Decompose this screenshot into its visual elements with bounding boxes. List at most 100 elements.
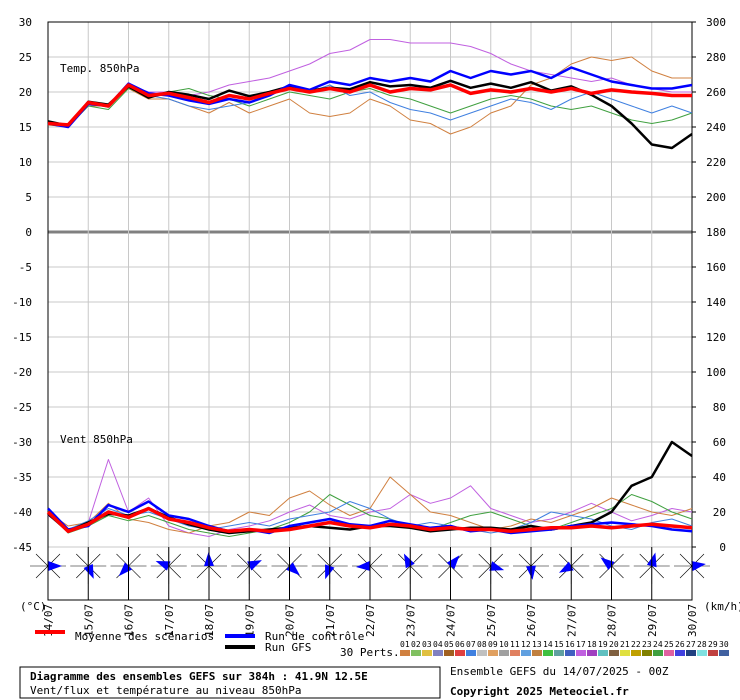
pert-swatch	[422, 650, 432, 656]
y2-tick-label: 80	[713, 401, 726, 414]
y2-tick-label: 100	[706, 366, 726, 379]
y-tick-label: -30	[12, 436, 32, 449]
pert-label: 12	[521, 640, 531, 649]
pert-label: 22	[631, 640, 641, 649]
pert-label: 04	[433, 640, 443, 649]
x-tick-label: 17/07	[163, 604, 176, 637]
temperature-line	[48, 56, 692, 135]
pert-swatch	[455, 650, 465, 656]
wind-arrow	[403, 553, 415, 569]
wind-arrow	[48, 561, 62, 571]
wind-arrow	[489, 561, 505, 571]
pert-label: 30	[719, 640, 729, 649]
x-tick-label: 14/07	[42, 604, 55, 637]
y-tick-label: 25	[19, 51, 32, 64]
pert-swatch	[642, 650, 652, 656]
pert-label: 29	[708, 640, 718, 649]
legend-label: Run GFS	[265, 641, 311, 654]
pert-swatch	[510, 650, 520, 656]
wind-line	[46, 506, 693, 534]
pert-label: 28	[697, 640, 707, 649]
pert-label: 26	[675, 640, 685, 649]
y2-tick-label: 120	[706, 331, 726, 344]
pert-label: 05	[444, 640, 454, 649]
pert-swatch	[543, 650, 553, 656]
wind-arrow	[356, 561, 371, 571]
wind-arrow	[600, 557, 615, 570]
y2-tick-label: 240	[706, 121, 726, 134]
x-tick-label: 27/07	[565, 604, 578, 637]
temperature-line	[47, 39, 692, 128]
title: Diagramme des ensembles GEFS sur 384h : …	[30, 670, 368, 683]
subtitle: Vent/flux et température au niveau 850hP…	[30, 684, 302, 697]
y2-tick-label: 20	[713, 506, 726, 519]
pert-label: 11	[510, 640, 520, 649]
y-tick-label: 10	[19, 156, 32, 169]
title-box	[19, 666, 441, 699]
pert-swatch	[653, 650, 663, 656]
pert-label: 02	[411, 640, 421, 649]
pert-swatch	[675, 650, 685, 656]
y-tick-label: -25	[12, 401, 32, 414]
x-tick-label: 22/07	[364, 604, 377, 637]
wind-arrow	[559, 561, 574, 573]
pert-swatch	[433, 650, 443, 656]
pert-label: 21	[620, 640, 630, 649]
y-tick-label: -35	[12, 471, 32, 484]
y2-tick-label: 260	[706, 86, 726, 99]
x-tick-label: 26/07	[525, 604, 538, 637]
pert-label: 20	[609, 640, 619, 649]
pert-swatch	[499, 650, 509, 656]
wind-arrow	[286, 562, 300, 576]
y-tick-label: 30	[19, 16, 32, 29]
wind-arrow	[446, 555, 460, 570]
x-tick-label: 19/07	[243, 604, 256, 637]
perts-label: 30 Perts.	[340, 646, 400, 659]
pert-swatch	[576, 650, 586, 656]
y-tick-label: -15	[12, 331, 32, 344]
pert-swatch	[664, 650, 674, 656]
pert-label: 08	[477, 640, 487, 649]
pert-label: 03	[422, 640, 432, 649]
legend-label: Moyenne des scénarios	[75, 630, 214, 643]
y2-tick-label: 0	[719, 541, 726, 554]
pert-swatch	[598, 650, 608, 656]
x-tick-label: 28/07	[606, 604, 619, 637]
pert-label: 25	[664, 640, 674, 649]
pert-label: 27	[686, 640, 696, 649]
y2-tick-label: 200	[706, 191, 726, 204]
y2-unit: (km/h)	[704, 600, 740, 613]
y-tick-label: 0	[25, 226, 32, 239]
y-tick-label: -10	[12, 296, 32, 309]
run-info: Ensemble GEFS du 14/07/2025 - 00Z	[450, 665, 669, 678]
pert-label: 14	[543, 640, 553, 649]
x-tick-label: 15/07	[82, 604, 95, 637]
y2-tick-label: 60	[713, 436, 726, 449]
temperature-line	[47, 83, 692, 127]
y2-tick-label: 280	[706, 51, 726, 64]
pert-swatch	[686, 650, 696, 656]
pert-label: 19	[598, 640, 608, 649]
wind-arrow	[691, 561, 706, 571]
pert-label: 10	[499, 640, 509, 649]
x-tick-label: 30/07	[686, 604, 699, 637]
pert-swatch	[631, 650, 641, 656]
x-tick-label: 24/07	[445, 604, 458, 637]
plot-frame	[47, 21, 693, 601]
pert-label: 17	[576, 640, 586, 649]
y2-tick-label: 140	[706, 296, 726, 309]
pert-swatch	[554, 650, 564, 656]
y2-tick-label: 300	[706, 16, 726, 29]
x-tick-label: 20/07	[284, 604, 297, 637]
y-tick-label: -5	[19, 261, 32, 274]
pert-label: 24	[653, 640, 663, 649]
copyright: Copyright 2025 Meteociel.fr	[450, 685, 629, 698]
y2-tick-label: 180	[706, 226, 726, 239]
pert-label: 06	[455, 640, 465, 649]
pert-swatch	[719, 650, 729, 656]
y-tick-label: 20	[19, 86, 32, 99]
y-unit: (°C)	[20, 600, 47, 613]
pert-label: 16	[565, 640, 575, 649]
wind-arrow	[247, 560, 262, 571]
legend-label: Run de contrôle	[265, 630, 364, 643]
